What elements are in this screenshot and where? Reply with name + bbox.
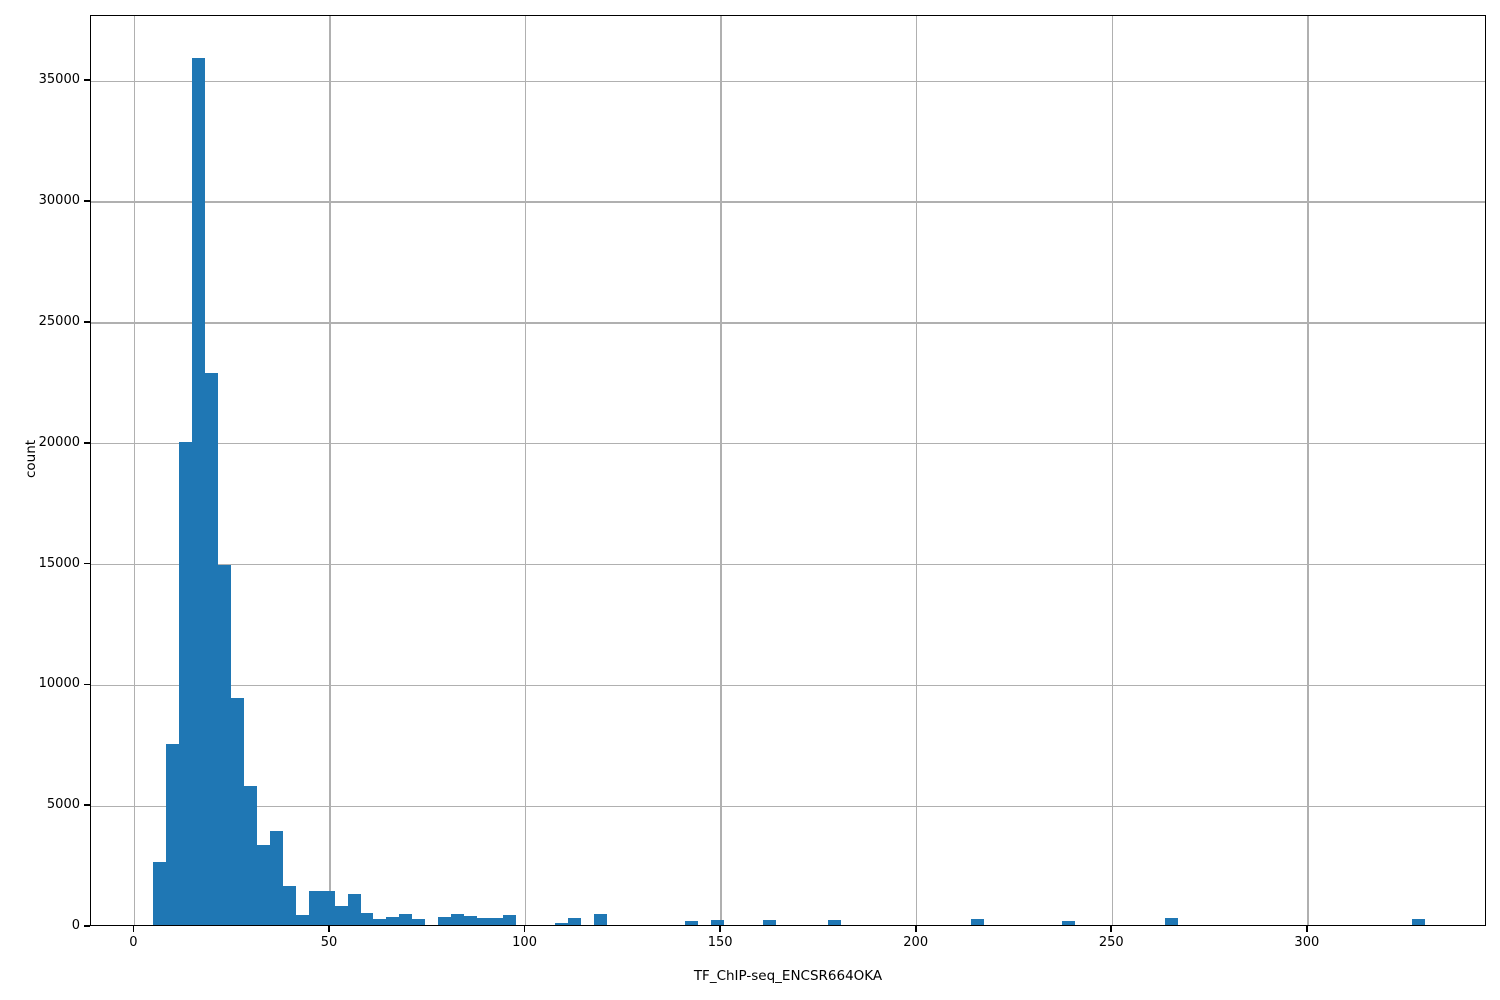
histogram-bar — [711, 920, 724, 925]
gridline-x-200 — [916, 16, 918, 925]
histogram-bar — [685, 920, 699, 925]
histogram-bar — [555, 922, 569, 925]
gridline-y-20000 — [91, 443, 1485, 445]
x-tick-label: 50 — [320, 935, 338, 950]
y-tick — [84, 200, 90, 202]
histogram-bar — [204, 372, 218, 925]
histogram-bar — [464, 916, 478, 925]
histogram-bar — [477, 918, 491, 925]
gridline-y-25000 — [91, 322, 1485, 324]
gridline-y-15000 — [91, 563, 1485, 566]
histogram-bar — [762, 920, 776, 925]
y-tick — [84, 925, 90, 927]
histogram-bar — [230, 697, 244, 925]
x-tick — [719, 926, 721, 932]
gridline-x-50 — [329, 16, 331, 925]
histogram-bar — [321, 891, 335, 925]
histogram-bar — [451, 914, 465, 925]
x-tick — [132, 926, 135, 932]
histogram-bar — [347, 893, 361, 925]
histogram-bar — [503, 915, 517, 925]
gridline-x-300 — [1307, 16, 1309, 925]
histogram-bar — [568, 918, 582, 925]
y-tick-label: 25000 — [38, 313, 80, 329]
histogram-bar — [386, 917, 400, 925]
x-tick — [1306, 926, 1308, 932]
histogram-bar — [412, 918, 426, 925]
x-tick — [914, 926, 917, 932]
x-tick-label: 250 — [1098, 935, 1124, 950]
y-tick — [84, 321, 90, 323]
histogram-bar — [399, 914, 413, 925]
y-tick-label: 0 — [71, 918, 80, 933]
x-tick — [328, 926, 330, 932]
histogram-bar — [970, 919, 984, 925]
y-tick-label: 20000 — [38, 434, 80, 450]
histogram-bar — [594, 913, 608, 925]
x-tick-label: 300 — [1294, 935, 1320, 950]
histogram-bar — [269, 831, 283, 925]
histogram-bar — [827, 920, 841, 925]
y-tick-label: 30000 — [38, 193, 80, 209]
gridline-y-10000 — [91, 684, 1485, 686]
histogram-bar — [1412, 919, 1426, 925]
gridline-y-5000 — [91, 805, 1485, 807]
gridline-x-150 — [720, 16, 722, 925]
histogram-bar — [334, 905, 348, 925]
y-tick-label: 35000 — [38, 72, 80, 88]
x-tick — [1110, 926, 1113, 932]
y-tick — [84, 562, 90, 565]
histogram-bar — [282, 886, 296, 925]
histogram-bar — [152, 862, 166, 925]
x-axis-label: TF_ChIP-seq_ENCSR664OKA — [693, 968, 883, 984]
histogram-bar — [165, 743, 179, 925]
gridline-x-0 — [133, 16, 136, 925]
histogram-bars — [91, 16, 1485, 925]
histogram-bar — [308, 891, 322, 925]
gridline-y-30000 — [91, 201, 1485, 203]
histogram-bar — [256, 845, 270, 925]
y-tick — [84, 683, 90, 686]
x-tick-label: 100 — [512, 935, 537, 950]
x-tick-label: 150 — [707, 935, 733, 950]
histogram-bar — [295, 915, 309, 925]
histogram-bar — [438, 917, 452, 925]
y-tick — [84, 79, 90, 82]
histogram-bar — [373, 918, 387, 925]
x-tick-label: 200 — [903, 935, 929, 950]
y-tick — [84, 804, 90, 806]
x-tick-label: 0 — [129, 935, 138, 950]
plot-area — [90, 15, 1486, 926]
histogram-bar — [243, 786, 257, 925]
histogram-bar — [490, 918, 504, 925]
grid-layer — [91, 16, 1485, 925]
histogram-bar — [360, 912, 374, 925]
y-tick-label: 15000 — [38, 555, 80, 571]
y-tick-label: 5000 — [46, 797, 80, 813]
gridline-x-100 — [524, 16, 527, 925]
histogram-bar — [191, 57, 205, 925]
y-tick-label: 10000 — [38, 676, 80, 692]
gridline-x-250 — [1111, 16, 1113, 925]
gridline-y-35000 — [91, 80, 1485, 82]
histogram-bar — [217, 564, 231, 925]
x-tick — [523, 926, 526, 932]
histogram-bar — [1165, 918, 1179, 925]
histogram-bar — [1061, 920, 1075, 925]
y-tick — [84, 441, 90, 444]
histogram-bar — [178, 441, 192, 925]
y-axis-label: count — [23, 439, 40, 478]
